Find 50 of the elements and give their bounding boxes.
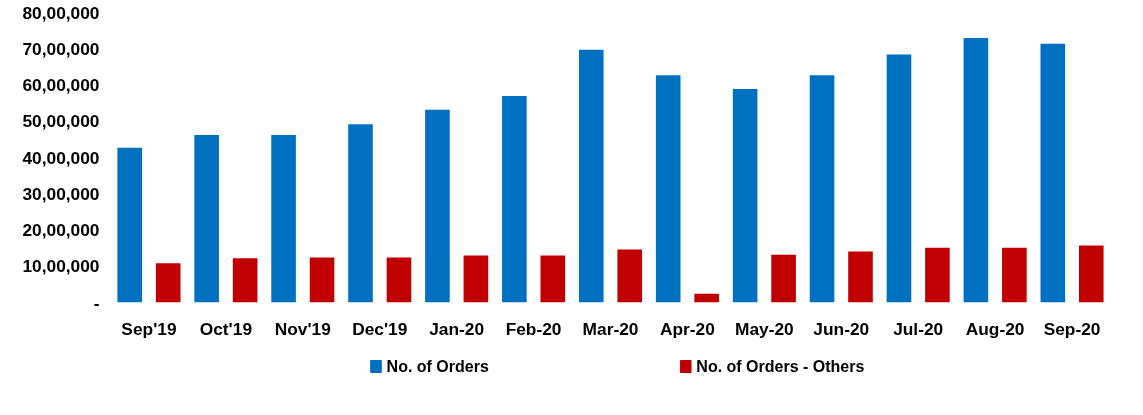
- bar: [155, 263, 181, 303]
- y-tick-label: 20,00,000: [22, 220, 100, 240]
- y-tick-label: 50,00,000: [22, 111, 100, 132]
- bar: [194, 135, 219, 303]
- bar: [732, 88, 758, 303]
- bar: [386, 257, 412, 303]
- x-tick-label: Sep'19: [121, 318, 177, 339]
- bar: [1040, 43, 1066, 303]
- bar: [694, 293, 719, 303]
- y-tick-label: 10,00,000: [22, 256, 100, 277]
- bar: [425, 109, 450, 303]
- legend-label: No. of Orders - Others: [696, 358, 865, 375]
- x-tick-label: Mar-20: [582, 318, 639, 339]
- bar: [617, 249, 643, 303]
- bar: [232, 258, 258, 303]
- y-tick-label: 70,00,000: [22, 38, 100, 59]
- bar: [809, 75, 835, 303]
- x-tick-label: Aug-20: [965, 318, 1025, 339]
- bar: [886, 54, 912, 303]
- legend-label: No. of Orders: [386, 358, 489, 375]
- y-tick-label: 60,00,000: [22, 75, 100, 95]
- bar: [848, 251, 873, 303]
- bar: [963, 37, 989, 303]
- bar: [309, 257, 335, 303]
- y-tick-label: -: [93, 292, 100, 313]
- x-tick-label: Apr-20: [659, 318, 715, 339]
- x-tick-label: Sep-20: [1043, 318, 1101, 339]
- x-tick-label: May-20: [734, 318, 794, 339]
- bar: [655, 75, 681, 303]
- bar: [271, 135, 296, 303]
- x-tick-label: Jun-20: [813, 318, 870, 339]
- x-tick-label: Jul-20: [893, 318, 944, 339]
- bar: [771, 254, 796, 303]
- x-tick-label: Oct'19: [199, 318, 253, 339]
- bar: [117, 147, 143, 303]
- bar: [925, 247, 950, 303]
- bar: [540, 255, 566, 303]
- bar: [348, 124, 373, 303]
- bar: [1002, 247, 1027, 303]
- y-tick-label: 40,00,000: [22, 147, 100, 168]
- bar: [578, 49, 604, 303]
- bar: [502, 95, 527, 303]
- bar: [1078, 245, 1104, 303]
- x-tick-label: Nov'19: [274, 318, 331, 339]
- x-tick-label: Dec'19: [352, 318, 408, 339]
- x-tick-label: Jan-20: [429, 318, 485, 339]
- y-tick-label: 30,00,000: [22, 183, 100, 204]
- bar: [463, 255, 489, 303]
- y-tick-label: 80,00,000: [22, 2, 100, 23]
- x-tick-label: Feb-20: [505, 318, 562, 339]
